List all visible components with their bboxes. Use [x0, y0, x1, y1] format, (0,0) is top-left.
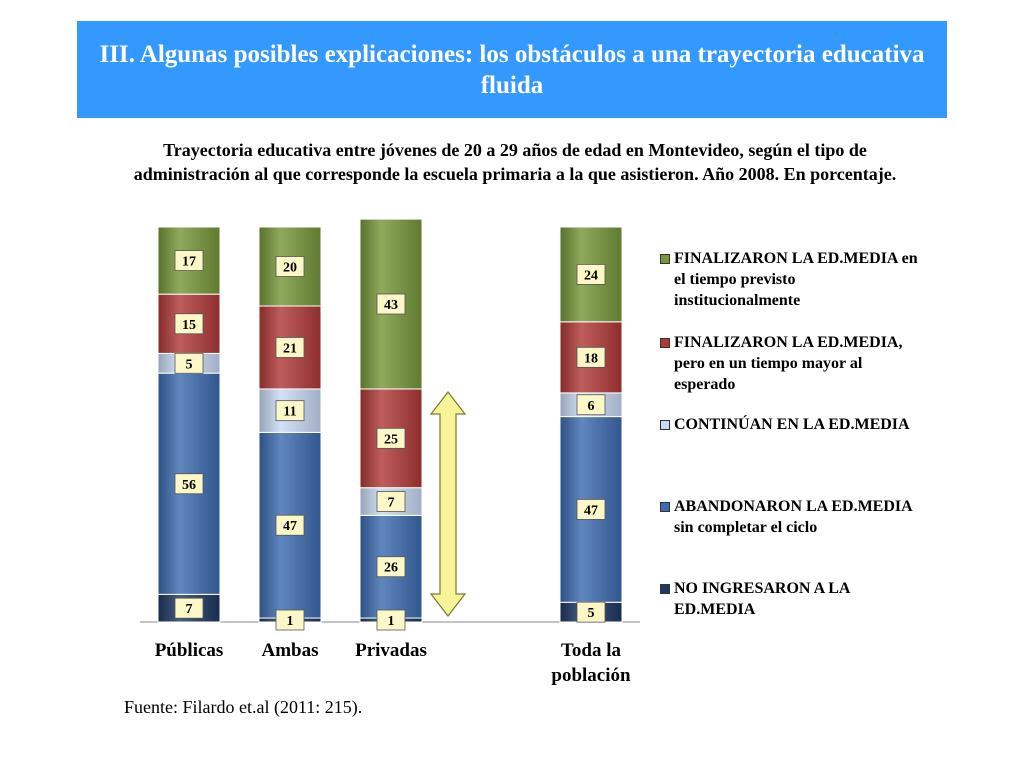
- data-label: 47: [283, 519, 297, 534]
- double-arrow-shape: [429, 391, 467, 617]
- legend-label: NO INGRESARON A LA ED.MEDIA: [674, 580, 850, 618]
- data-label: 17: [182, 255, 196, 270]
- data-label-box: [576, 346, 606, 368]
- data-label: 5: [588, 606, 595, 621]
- legend-swatch: [660, 254, 670, 264]
- data-label: 25: [384, 432, 398, 447]
- legend-item: NO INGRESARON A LA ED.MEDIA: [660, 578, 920, 620]
- data-label-box: [376, 609, 406, 631]
- data-label: 7: [388, 496, 395, 511]
- data-label: 5: [186, 357, 193, 372]
- legend-item: CONTINÚAN EN LA ED.MEDIA: [660, 414, 920, 435]
- data-label: 1: [287, 614, 294, 629]
- legend-label: CONTINÚAN EN LA ED.MEDIA: [674, 416, 910, 433]
- data-label-box: [275, 514, 305, 536]
- data-label-box: [576, 601, 606, 623]
- x-tick-label: Privadas: [355, 640, 427, 661]
- data-label-box: [275, 337, 305, 358]
- legend-item: ABANDONARON LA ED.MEDIA sin completar el…: [660, 496, 920, 538]
- data-label: 11: [283, 405, 296, 420]
- data-label: 6: [588, 399, 595, 414]
- data-label: 26: [384, 561, 398, 576]
- data-label: 47: [584, 503, 598, 518]
- legend-swatch: [660, 420, 670, 430]
- data-label-box: [376, 556, 406, 578]
- data-label-box: [174, 250, 204, 271]
- legend-label: FINALIZARON LA ED.MEDIA en el tiempo pre…: [674, 250, 918, 309]
- data-label-box: [576, 499, 606, 520]
- data-label-box: [376, 293, 406, 315]
- data-label: 56: [182, 478, 196, 493]
- data-label-box: [174, 597, 204, 619]
- x-tick-label: Ambas: [261, 640, 318, 661]
- x-tick-label: Públicas: [155, 640, 224, 661]
- legend-label: ABANDONARON LA ED.MEDIA sin completar el…: [674, 498, 912, 536]
- data-label-box: [376, 427, 406, 449]
- legend-swatch: [660, 502, 670, 512]
- data-label-box: [174, 473, 204, 495]
- data-label: 1: [388, 614, 395, 629]
- data-label: 15: [182, 318, 196, 333]
- source-note: Fuente: Filardo et.al (2011: 215).: [124, 697, 363, 717]
- legend-item: FINALIZARON LA ED.MEDIA en el tiempo pre…: [660, 248, 920, 311]
- x-tick-label: Toda la: [561, 640, 622, 661]
- data-label: 24: [584, 268, 598, 283]
- data-label-box: [174, 313, 204, 335]
- legend-swatch: [660, 338, 670, 348]
- slide-title: III. Algunas posibles explicaciones: los…: [99, 40, 925, 99]
- data-label: 18: [584, 351, 598, 366]
- data-label-box: [275, 400, 305, 422]
- data-label-box: [576, 263, 606, 285]
- data-label: 7: [186, 602, 193, 617]
- data-label-box: [376, 491, 406, 512]
- data-label-box: [174, 352, 204, 374]
- data-label-box: [275, 609, 305, 631]
- legend-item: FINALIZARON LA ED.MEDIA, pero en un tiem…: [660, 332, 920, 395]
- legend-label: FINALIZARON LA ED.MEDIA, pero en un tiem…: [674, 334, 903, 393]
- title-banner: III. Algunas posibles explicaciones: los…: [77, 21, 947, 118]
- legend-swatch: [660, 584, 670, 594]
- data-label-box: [275, 256, 305, 277]
- chart-title: Trayectoria educativa entre jóvenes de 2…: [133, 140, 897, 184]
- data-label: 21: [283, 341, 297, 356]
- data-label-box: [576, 394, 606, 416]
- data-label: 20: [283, 261, 297, 276]
- data-label: 43: [384, 298, 398, 313]
- x-tick-label: población: [551, 665, 631, 686]
